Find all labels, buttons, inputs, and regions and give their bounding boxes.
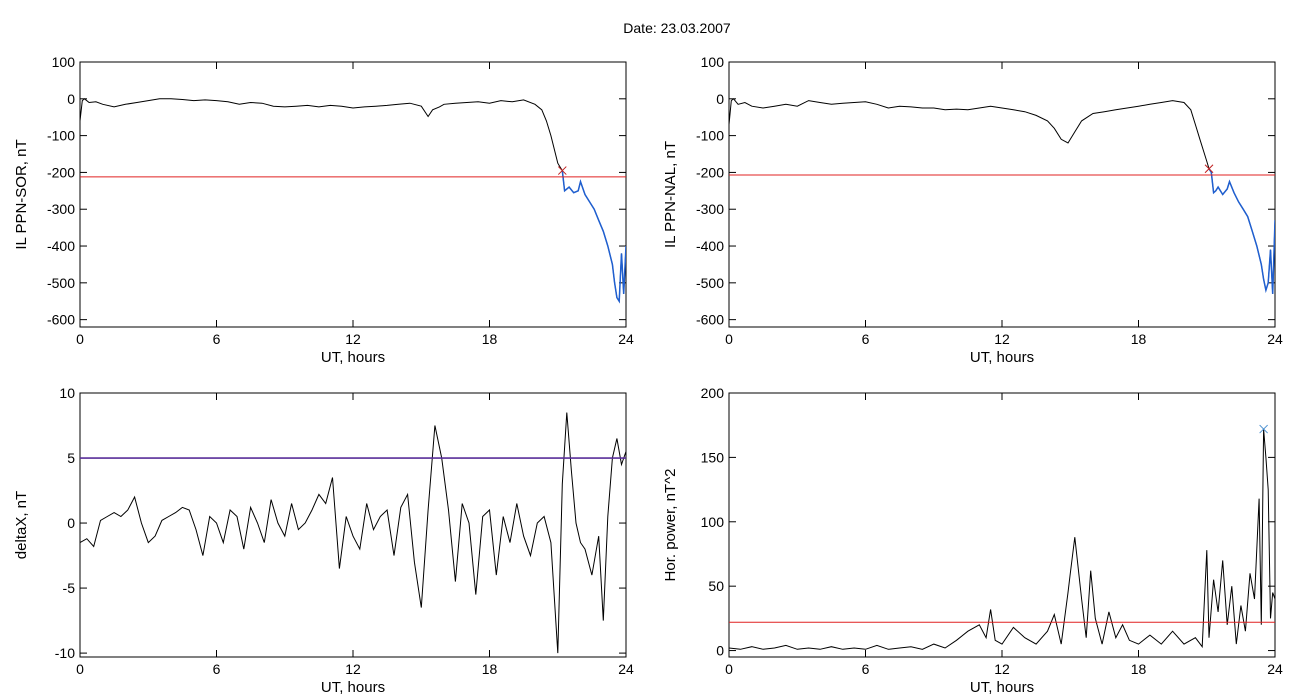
x-tick-label: 6 bbox=[213, 661, 221, 677]
y-tick-label: 200 bbox=[701, 385, 725, 401]
series-line bbox=[729, 98, 1275, 294]
panel-4: 0 6 12 18 24 200 150 100 50 0 UT, hours Hor. power,… bbox=[662, 385, 1283, 696]
x-tick-label: 12 bbox=[994, 331, 1010, 347]
series-line bbox=[80, 98, 626, 303]
y-tick-label: -400 bbox=[47, 238, 75, 254]
plot-frame bbox=[728, 392, 1276, 658]
x-tick-label: 6 bbox=[862, 661, 870, 677]
series-line bbox=[80, 412, 626, 654]
plot-area bbox=[80, 98, 626, 304]
y-tick-label: -200 bbox=[696, 164, 724, 180]
x-tick-label: 12 bbox=[994, 661, 1010, 677]
y-axis-label: IL PPN-NAL, nT bbox=[662, 141, 679, 248]
y-tick-label: -10 bbox=[55, 645, 75, 661]
event-marker bbox=[1259, 424, 1268, 434]
y-tick-label: 100 bbox=[52, 54, 76, 70]
highlight-segment bbox=[561, 170, 626, 304]
y-tick-label: 150 bbox=[701, 449, 725, 465]
y-tick-label: -500 bbox=[47, 275, 75, 291]
y-tick-label: -500 bbox=[696, 275, 724, 291]
x-tick-label: 12 bbox=[345, 661, 361, 677]
x-tick-label: 0 bbox=[725, 331, 733, 347]
highlight-segment bbox=[1208, 168, 1275, 294]
plot-area bbox=[80, 412, 626, 654]
series-line bbox=[729, 429, 1275, 650]
x-tick-label: 0 bbox=[76, 331, 84, 347]
x-axis-label: UT, hours bbox=[970, 349, 1034, 366]
y-axis-label: Hor. power, nT^2 bbox=[662, 469, 679, 582]
x-tick-label: 0 bbox=[76, 661, 84, 677]
plot-area bbox=[729, 424, 1275, 650]
event-marker bbox=[557, 166, 567, 175]
y-tick-label: 50 bbox=[708, 578, 724, 594]
panel-1: 0 6 12 18 24 100 0 -100 -200 -300 -400 -500 -600 UT, … bbox=[13, 54, 634, 366]
y-tick-label: -5 bbox=[63, 580, 76, 596]
x-tick-label: 18 bbox=[482, 331, 498, 347]
x-tick-label: 24 bbox=[1267, 331, 1283, 347]
y-tick-label: 5 bbox=[67, 450, 75, 466]
y-axis-label: IL PPN-SOR, nT bbox=[13, 139, 30, 249]
plot-area bbox=[729, 98, 1275, 294]
y-tick-label: 100 bbox=[701, 514, 725, 530]
x-tick-label: 18 bbox=[482, 661, 498, 677]
x-tick-label: 12 bbox=[345, 331, 361, 347]
x-tick-label: 0 bbox=[725, 661, 733, 677]
y-tick-label: 100 bbox=[701, 54, 725, 70]
y-tick-label: 0 bbox=[67, 91, 75, 107]
x-tick-label: 18 bbox=[1131, 331, 1147, 347]
x-tick-label: 24 bbox=[618, 331, 634, 347]
plot-frame bbox=[728, 61, 1276, 328]
y-tick-label: 0 bbox=[716, 91, 724, 107]
y-tick-label: 10 bbox=[59, 385, 75, 401]
x-tick-label: 6 bbox=[862, 331, 870, 347]
x-tick-label: 24 bbox=[618, 661, 634, 677]
x-tick-label: 6 bbox=[213, 331, 221, 347]
panel-3: 0 6 12 18 24 10 5 0 -5 -10 UT, hours deltaX, nT bbox=[13, 385, 634, 696]
y-axis-label: deltaX, nT bbox=[13, 491, 30, 559]
plot-frame bbox=[79, 392, 627, 658]
y-tick-label: 0 bbox=[716, 643, 724, 659]
plot-frame bbox=[79, 61, 627, 328]
y-tick-label: -100 bbox=[696, 128, 724, 144]
panel-2: 0 6 12 18 24 100 0 -100 -200 -300 -400 -500 -600 UT, … bbox=[662, 54, 1283, 366]
x-axis-label: UT, hours bbox=[321, 349, 385, 366]
x-tick-label: 18 bbox=[1131, 661, 1147, 677]
x-tick-label: 24 bbox=[1267, 661, 1283, 677]
y-tick-label: -100 bbox=[47, 128, 75, 144]
y-tick-label: -600 bbox=[696, 312, 724, 328]
y-tick-label: -300 bbox=[696, 201, 724, 217]
y-tick-label: -400 bbox=[696, 238, 724, 254]
y-tick-label: 0 bbox=[67, 515, 75, 531]
y-tick-label: -200 bbox=[47, 164, 75, 180]
x-axis-label: UT, hours bbox=[970, 679, 1034, 696]
x-axis-label: UT, hours bbox=[321, 679, 385, 696]
figure-title: Date: 23.03.2007 bbox=[623, 20, 731, 36]
y-tick-label: -600 bbox=[47, 312, 75, 328]
y-tick-label: -300 bbox=[47, 201, 75, 217]
event-marker bbox=[1204, 164, 1214, 174]
